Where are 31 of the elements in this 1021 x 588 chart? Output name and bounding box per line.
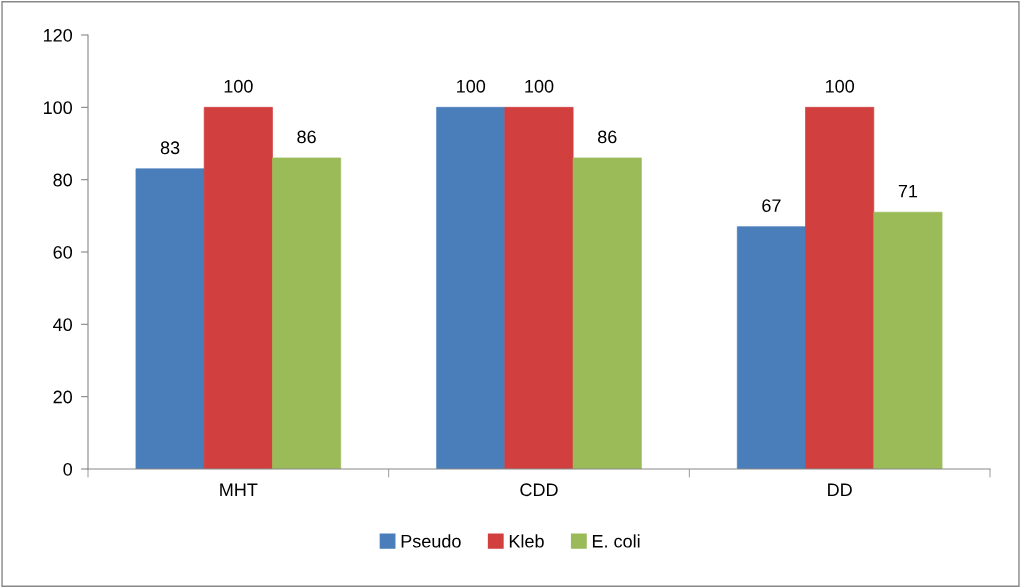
data-label: 100	[457, 79, 486, 93]
y-tick-label: 60	[53, 245, 73, 259]
bar	[736, 226, 806, 469]
legend-label: E. coli	[592, 534, 640, 548]
bar	[873, 211, 943, 469]
y-tick-label: 0	[63, 462, 73, 476]
data-label: 86	[297, 130, 316, 144]
bar	[203, 106, 273, 469]
data-label: 100	[224, 79, 253, 93]
data-label: 83	[160, 141, 180, 155]
bar	[135, 168, 205, 469]
data-label: 100	[525, 79, 554, 93]
bar	[805, 106, 875, 469]
y-tick-label: 100	[43, 101, 73, 115]
y-tick-label: 20	[53, 390, 73, 404]
y-tick-label: 40	[53, 318, 73, 332]
legend-label: Pseudo	[401, 534, 461, 548]
bar	[572, 157, 642, 469]
x-tick-label: MHT	[220, 483, 258, 496]
data-label: 86	[598, 130, 617, 144]
bar	[504, 106, 574, 469]
data-label: 100	[825, 79, 855, 93]
bar	[272, 157, 342, 469]
bar	[436, 106, 506, 469]
data-label: 67	[762, 199, 781, 212]
data-label: 71	[898, 184, 918, 198]
x-tick-label: DD	[828, 483, 852, 496]
legend-label: Kleb	[509, 534, 544, 548]
x-tick-label: CDD	[520, 483, 558, 497]
y-tick-label: 120	[43, 28, 73, 42]
y-tick-label: 80	[53, 173, 73, 187]
